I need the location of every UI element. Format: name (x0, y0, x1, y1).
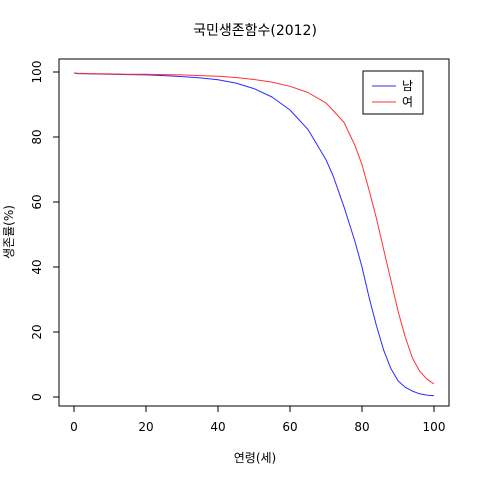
series-line-female (73, 72, 435, 385)
y-tick-label: 0 (30, 393, 44, 401)
y-tick-label: 60 (30, 194, 44, 209)
x-tick-label: 40 (210, 420, 225, 434)
x-tick-label: 20 (138, 420, 153, 434)
legend-label-female: 여 (402, 95, 413, 109)
x-tick-label: 60 (282, 420, 297, 434)
y-axis-label: 생존률(%) (2, 205, 16, 259)
y-axis: 0 20 40 60 80 100 (30, 61, 59, 401)
y-tick-label: 40 (30, 259, 44, 274)
y-tick-label: 80 (30, 129, 44, 144)
legend-label-male: 남 (402, 79, 413, 93)
series-lines (73, 72, 435, 397)
x-axis: 0 20 40 60 80 100 (70, 406, 445, 434)
x-tick-label: 100 (423, 420, 446, 434)
y-tick-label: 100 (30, 61, 44, 84)
chart-title: 국민생존함수(2012) (193, 23, 317, 39)
legend: 남 여 (362, 70, 424, 115)
plot-frame (58, 58, 450, 407)
series-line-male (73, 72, 435, 397)
x-tick-label: 80 (354, 420, 369, 434)
x-tick-label: 0 (70, 420, 78, 434)
legend-box (362, 70, 424, 115)
y-tick-label: 20 (30, 324, 44, 339)
x-axis-label: 연령(세) (234, 451, 276, 465)
